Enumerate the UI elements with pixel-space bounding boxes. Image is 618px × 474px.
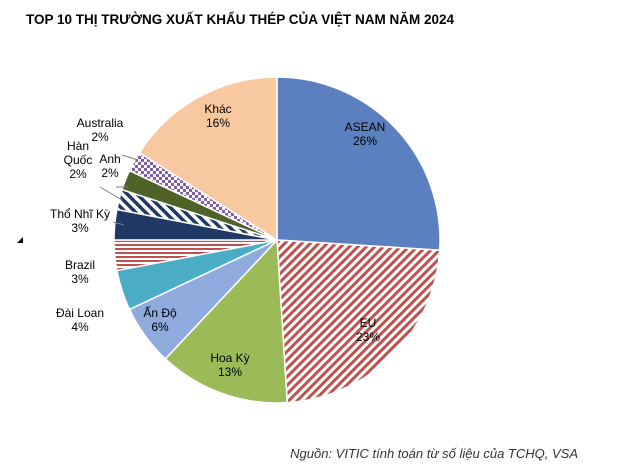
data-label: EU 23% bbox=[356, 316, 380, 344]
chart-source: Nguồn: VITIC tính toán từ số liệu của TC… bbox=[290, 446, 578, 461]
pie-slice-khac bbox=[138, 76, 278, 242]
leader-line bbox=[112, 221, 125, 226]
pie-slice-eu bbox=[276, 239, 441, 404]
chart-title: TOP 10 THỊ TRƯỜNG XUẤT KHẨU THÉP CỦA VIỆ… bbox=[26, 12, 455, 27]
data-label: Đài Loan 4% bbox=[56, 306, 104, 334]
leader-line bbox=[121, 154, 139, 161]
data-label: Thổ Nhĩ Kỳ 3% bbox=[50, 207, 110, 235]
data-label: Hàn Quốc 2% bbox=[64, 139, 93, 181]
data-label: Khác 16% bbox=[204, 102, 231, 130]
data-label: Anh 2% bbox=[99, 152, 120, 180]
selection-marker-icon bbox=[17, 237, 23, 243]
pie-slice-asean bbox=[276, 76, 441, 252]
pie-slice-hoa-ky bbox=[164, 238, 289, 404]
data-label: Ấn Độ 6% bbox=[143, 305, 177, 334]
leader-line bbox=[99, 186, 123, 201]
data-label: Australia 2% bbox=[77, 116, 124, 144]
data-label: Hoa Kỳ 13% bbox=[210, 351, 249, 379]
data-label: Brazil 3% bbox=[65, 258, 95, 286]
data-label: ASEAN 26% bbox=[345, 120, 386, 148]
